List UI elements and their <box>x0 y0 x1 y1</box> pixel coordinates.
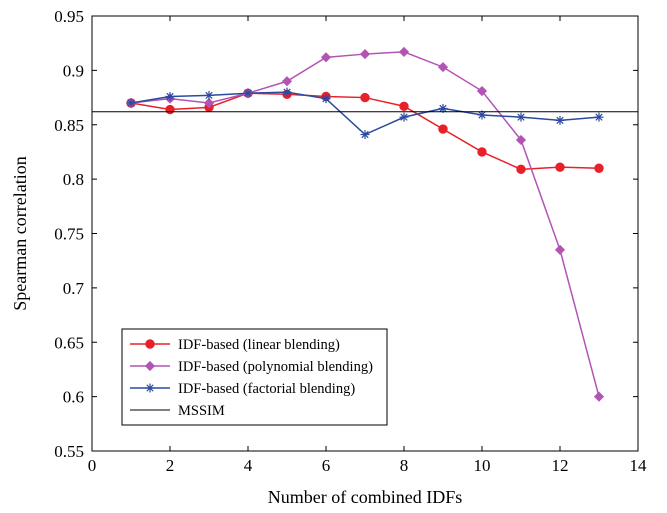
x-tick-label: 8 <box>400 456 409 475</box>
data-point <box>281 76 293 87</box>
data-point <box>359 48 371 60</box>
data-point <box>399 112 409 122</box>
legend-swatch-marker <box>144 360 156 372</box>
y-tick-label: 0.75 <box>54 225 84 244</box>
series-3 <box>126 87 604 140</box>
data-point <box>438 124 448 134</box>
data-point <box>165 91 175 101</box>
data-point <box>437 62 449 73</box>
data-point <box>282 87 292 97</box>
data-point <box>516 164 526 175</box>
x-axis-label: Number of combined IDFs <box>268 487 462 507</box>
y-tick-label: 0.95 <box>54 7 84 26</box>
legend-entry: MSSIM <box>130 403 225 419</box>
data-point <box>399 101 409 111</box>
data-point <box>594 112 604 122</box>
data-point <box>593 391 605 402</box>
data-point <box>477 110 487 120</box>
y-tick-label: 0.9 <box>63 61 84 80</box>
y-tick-label: 0.55 <box>54 442 84 461</box>
data-point <box>203 97 215 109</box>
y-tick-label: 0.8 <box>63 170 84 189</box>
data-point <box>243 88 253 98</box>
legend-entry: IDF-based (linear blending) <box>130 337 340 353</box>
x-tick-label: 10 <box>474 456 491 475</box>
data-point <box>321 94 331 104</box>
data-point <box>360 130 370 140</box>
y-axis-label: Spearman correlation <box>10 156 30 310</box>
legend-label: IDF-based (linear blending) <box>178 337 340 353</box>
data-point <box>515 134 527 146</box>
data-point <box>320 52 332 63</box>
data-point <box>594 163 604 173</box>
legend-entry: IDF-based (polynomial blending) <box>130 359 373 375</box>
data-point <box>360 92 370 103</box>
data-point <box>555 115 565 125</box>
y-tick-label: 0.65 <box>54 333 84 352</box>
data-point <box>204 90 214 100</box>
data-point <box>554 244 566 255</box>
y-tick-label: 0.6 <box>63 388 84 407</box>
legend-swatch-marker <box>145 339 155 349</box>
legend: IDF-based (linear blending) IDF-based (po… <box>121 328 388 426</box>
x-tick-label: 0 <box>88 456 97 475</box>
data-point <box>477 147 487 157</box>
series-layer <box>92 46 638 402</box>
legend-swatch-marker <box>145 383 155 393</box>
y-tick-label: 0.85 <box>54 116 84 135</box>
legend-entries: IDF-based (linear blending) IDF-based (po… <box>130 337 373 419</box>
legend-label: IDF-based (factorial blending) <box>178 381 355 397</box>
ticks-layer: 0 2 4 6 8 10 12 14 0.55 0.6 0.65 0.7 0.75 0.8 0.85 0.9 0… <box>54 7 647 475</box>
legend-label: MSSIM <box>178 403 225 419</box>
data-point <box>165 104 175 115</box>
data-point <box>476 85 488 97</box>
data-point <box>398 46 410 57</box>
x-tick-label: 6 <box>322 456 331 475</box>
x-tick-label: 14 <box>630 456 648 475</box>
y-tick-label: 0.7 <box>63 279 85 298</box>
x-tick-label: 4 <box>244 456 253 475</box>
x-tick-label: 12 <box>552 456 569 475</box>
data-point <box>555 162 565 172</box>
legend-entry: IDF-based (factorial blending) <box>130 381 355 397</box>
legend-label: IDF-based (polynomial blending) <box>178 359 373 375</box>
data-point <box>126 98 136 108</box>
legend-box <box>121 328 388 426</box>
x-tick-label: 2 <box>166 456 175 475</box>
data-point <box>516 112 526 122</box>
